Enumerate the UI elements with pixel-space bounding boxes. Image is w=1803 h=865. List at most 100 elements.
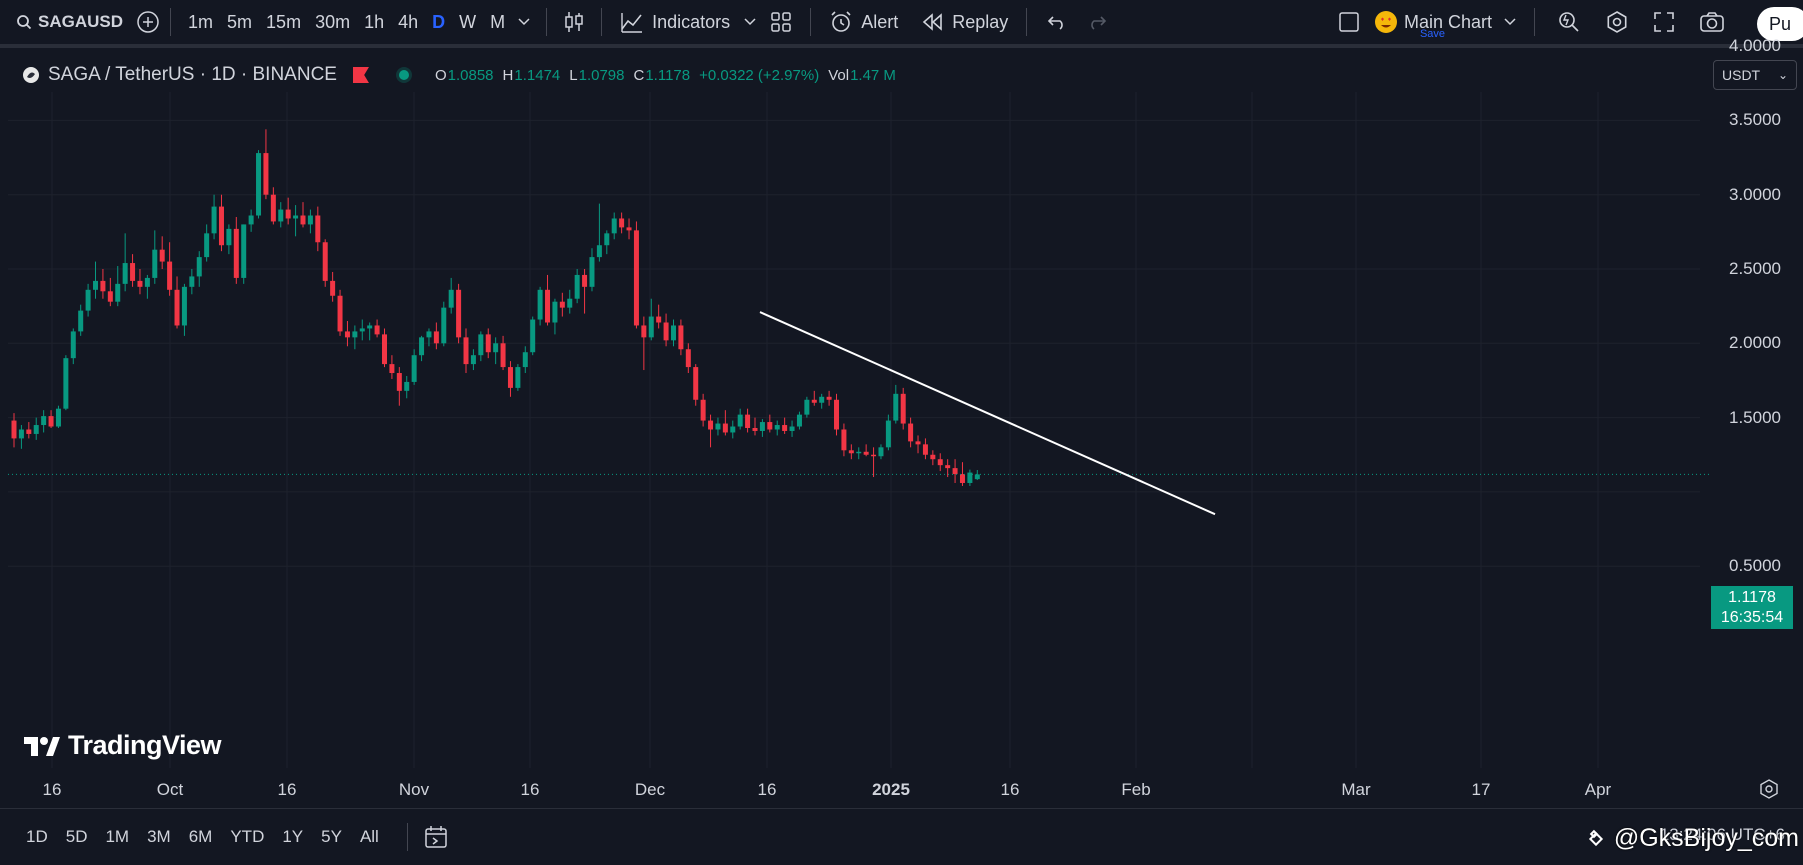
- candle-body: [26, 429, 32, 434]
- high-value: H1.1474: [502, 66, 561, 84]
- undo-button[interactable]: [1037, 2, 1077, 42]
- flag-icon[interactable]: [352, 67, 369, 83]
- currency-label: USDT: [1722, 67, 1761, 83]
- range-1m[interactable]: 1M: [105, 827, 130, 846]
- interval-4h[interactable]: 4h: [398, 11, 419, 32]
- interval-1h[interactable]: 1h: [364, 11, 385, 32]
- symbol-title[interactable]: SAGA / TetherUS · 1D · BINANCE: [48, 64, 337, 85]
- main-chart-layout-button[interactable]: Main Chart Save: [1370, 2, 1496, 42]
- price-tick-label: 3.0000: [1729, 184, 1781, 204]
- divider: [810, 8, 812, 36]
- candle-body: [633, 230, 639, 326]
- range-ytd[interactable]: YTD: [230, 827, 265, 846]
- candle-body: [782, 425, 788, 431]
- axis-settings-button[interactable]: [1759, 779, 1779, 804]
- chart-pane[interactable]: SAGA / TetherUS · 1D · BINANCE O1.0858 H…: [0, 36, 1803, 807]
- candle-body: [937, 459, 943, 466]
- candle-body: [470, 355, 476, 365]
- alert-button[interactable]: Alert: [821, 2, 906, 42]
- range-1y[interactable]: 1Y: [282, 827, 304, 846]
- indicators-dropdown[interactable]: [738, 2, 762, 42]
- interval-dropdown[interactable]: [512, 2, 536, 42]
- time-tick-label: 16: [1000, 780, 1020, 799]
- snapshot-button[interactable]: [1687, 2, 1737, 42]
- trendline-drawing: [759, 311, 1216, 516]
- time-tick-label: Oct: [156, 780, 184, 799]
- candle-body: [78, 310, 84, 332]
- layout-dropdown[interactable]: [1496, 2, 1524, 42]
- chart-canvas[interactable]: [0, 52, 1803, 807]
- candle-body: [137, 280, 143, 287]
- candle-body: [359, 328, 365, 332]
- candle-body: [611, 218, 617, 234]
- interval-W[interactable]: W: [459, 11, 477, 32]
- candle-body: [100, 280, 106, 292]
- time-tick-label: Nov: [398, 780, 430, 799]
- range-3m[interactable]: 3M: [147, 827, 171, 846]
- fullscreen-button[interactable]: [1641, 2, 1687, 42]
- interval-M[interactable]: M: [490, 11, 506, 32]
- candle-body: [93, 280, 99, 290]
- candle-body: [85, 289, 91, 311]
- candle-body: [278, 209, 284, 222]
- publish-button[interactable]: Pu: [1757, 7, 1803, 41]
- quick-search-button[interactable]: [1545, 2, 1593, 42]
- indicators-button[interactable]: Indicators: [612, 2, 738, 42]
- symbol-legend: SAGA / TetherUS · 1D · BINANCE O1.0858 H…: [22, 62, 896, 88]
- symbol-search[interactable]: SAGAUSD: [16, 2, 123, 42]
- watermark: @GksBijoy_com: [1584, 824, 1799, 853]
- range-all[interactable]: All: [359, 827, 379, 846]
- select-layout-button[interactable]: [1328, 2, 1370, 42]
- candle-body: [18, 429, 24, 439]
- time-tick-label: 16: [42, 780, 62, 799]
- chart-type-button[interactable]: [557, 2, 591, 42]
- candle-body: [796, 414, 802, 427]
- compare-button[interactable]: [136, 2, 160, 42]
- calendar-goto-icon: [425, 826, 447, 848]
- main-chart-title: Main Chart: [1403, 12, 1492, 32]
- tradingview-logo[interactable]: TradingView: [24, 730, 222, 761]
- candle-body: [226, 228, 232, 246]
- candle-body: [871, 454, 877, 457]
- range-5d[interactable]: 5D: [65, 827, 88, 846]
- candle-body: [41, 416, 47, 426]
- range-6m[interactable]: 6M: [188, 827, 213, 846]
- grid-icon: [771, 12, 791, 32]
- redo-button[interactable]: [1077, 2, 1117, 42]
- goto-date-button[interactable]: [418, 817, 456, 857]
- currency-select[interactable]: USDT ⌄: [1713, 60, 1797, 90]
- divider: [406, 823, 408, 851]
- candle-body: [900, 393, 906, 424]
- bottom-toolbar: 1D 5D 1M 3M 6M YTD 1Y 5Y All 13:24:06 UTC+6: [0, 808, 1803, 865]
- candle-body: [878, 447, 884, 457]
- candle-body: [174, 289, 180, 326]
- replay-button[interactable]: Replay: [914, 2, 1016, 42]
- templates-button[interactable]: [762, 2, 800, 42]
- candle-body: [152, 249, 158, 278]
- time-tick-label: Mar: [1341, 780, 1371, 799]
- candle-body: [307, 215, 313, 225]
- interval-30m[interactable]: 30m: [315, 11, 351, 32]
- range-buttons: 1D 5D 1M 3M 6M YTD 1Y 5Y All: [26, 827, 397, 847]
- candle-body: [367, 325, 373, 329]
- candle-body: [700, 399, 706, 421]
- interval-15m[interactable]: 15m: [266, 11, 302, 32]
- candle-body: [144, 277, 150, 287]
- candle-body: [819, 396, 825, 403]
- interval-D[interactable]: D: [432, 11, 446, 32]
- candle-body: [856, 451, 862, 454]
- interval-5m[interactable]: 5m: [227, 11, 253, 32]
- range-1d[interactable]: 1D: [26, 827, 48, 846]
- range-5y[interactable]: 5Y: [321, 827, 342, 846]
- candle-body: [893, 393, 899, 421]
- binance-logo-icon: [1588, 829, 1603, 846]
- interval-group: 1m 5m 15m 30m 1h 4h D W M: [181, 2, 512, 42]
- chevron-down-icon: [518, 18, 530, 26]
- candle-body: [11, 420, 17, 439]
- alarm-clock-icon: [831, 11, 851, 32]
- utc-clock[interactable]: 13:24:06 UTC+6: [1659, 825, 1785, 844]
- settings-button[interactable]: [1593, 2, 1641, 42]
- candle-body: [604, 233, 610, 246]
- replay-label: Replay: [952, 11, 1009, 32]
- interval-1m[interactable]: 1m: [188, 11, 214, 32]
